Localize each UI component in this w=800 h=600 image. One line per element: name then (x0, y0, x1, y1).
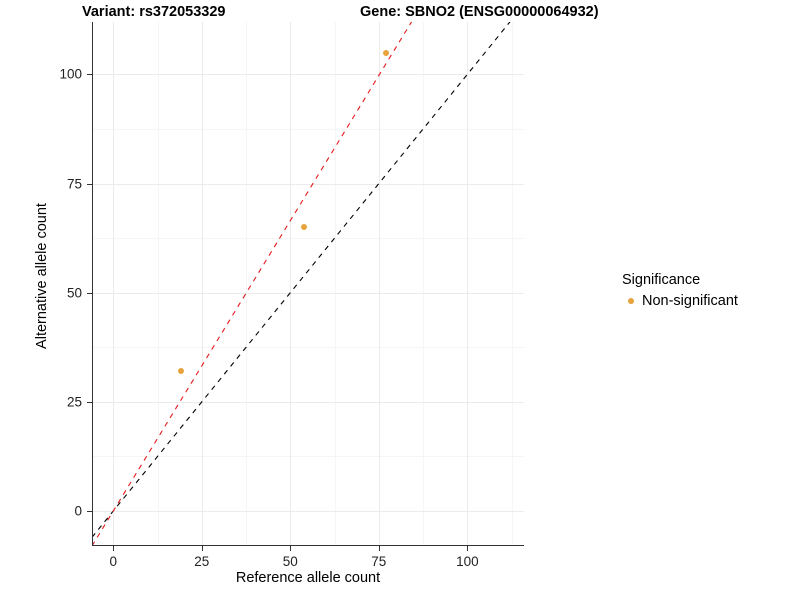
legend-item: Non-significant (622, 292, 797, 309)
y-tick-mark (87, 401, 92, 403)
gridline-major-horizontal (92, 183, 524, 185)
gridline-minor-vertical (423, 22, 425, 546)
y-tick-mark (87, 292, 92, 294)
gridline-minor-vertical (246, 22, 248, 546)
x-tick-mark (113, 546, 115, 551)
y-tick-label: 50 (66, 285, 82, 301)
plot-panel (92, 22, 524, 546)
x-tick-mark (378, 546, 380, 551)
y-tick-mark (87, 511, 92, 513)
gridline-minor-horizontal (92, 347, 524, 349)
gridline-major-horizontal (92, 292, 524, 294)
fit-line (92, 22, 413, 546)
x-tick-mark (201, 546, 203, 551)
gridline-major-horizontal (92, 511, 524, 513)
gridline-minor-vertical (511, 22, 513, 546)
gridline-major-vertical (467, 22, 469, 546)
data-point (177, 368, 184, 375)
legend-marker-icon (622, 292, 639, 309)
x-tick-label: 50 (282, 554, 298, 569)
gridline-major-horizontal (92, 401, 524, 403)
legend-items: Non-significant (622, 292, 797, 309)
y-tick-label: 75 (66, 176, 82, 192)
reference-lines (92, 22, 511, 546)
gridline-minor-horizontal (92, 128, 524, 130)
x-tick-mark (290, 546, 292, 551)
y-tick-mark (87, 74, 92, 76)
chart-title-variant: Variant: rs372053329 (82, 4, 226, 20)
x-tick-mark (467, 546, 469, 551)
y-tick-label: 0 (74, 503, 82, 519)
gridline-minor-horizontal (92, 238, 524, 240)
data-point (382, 49, 389, 56)
gridline-major-vertical (378, 22, 380, 546)
y-tick-mark (87, 183, 92, 185)
x-tick-label: 75 (371, 554, 387, 569)
legend-item-label: Non-significant (642, 292, 738, 309)
x-tick-label: 0 (109, 554, 117, 569)
legend-title: Significance (622, 272, 701, 288)
x-tick-label: 25 (194, 554, 210, 569)
y-tick-label: 100 (59, 66, 82, 82)
y-tick-label: 25 (66, 394, 82, 410)
x-tick-label: 100 (456, 554, 479, 569)
chart-title-gene: Gene: SBNO2 (ENSG00000064932) (360, 4, 599, 20)
x-axis-label: Reference allele count (235, 570, 381, 586)
gridline-major-horizontal (92, 74, 524, 76)
gridline-minor-vertical (157, 22, 159, 546)
gridline-minor-vertical (334, 22, 336, 546)
legend-dot (627, 297, 634, 304)
gridline-major-vertical (201, 22, 203, 546)
gridline-major-vertical (290, 22, 292, 546)
identity-line (92, 22, 511, 538)
legend: Significance Non-significant (622, 272, 797, 309)
gridline-minor-horizontal (92, 456, 524, 458)
data-point (301, 224, 308, 231)
gridline-major-vertical (113, 22, 115, 546)
